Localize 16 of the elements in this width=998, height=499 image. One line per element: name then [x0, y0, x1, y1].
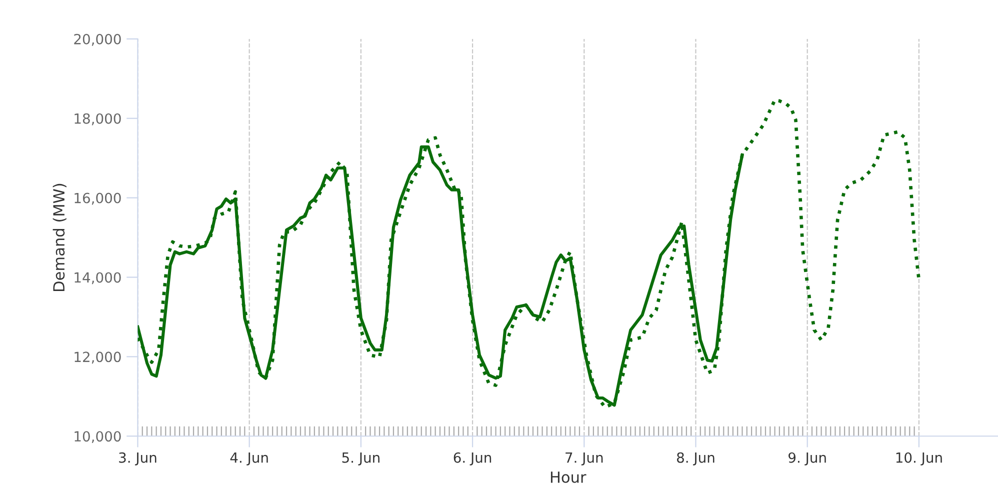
- x-axis-title: Hour: [550, 472, 586, 483]
- x-tick-label: 4. Jun: [230, 452, 268, 466]
- x-tick-label: 6. Jun: [454, 452, 492, 466]
- y-tick-label: 12,000: [74, 352, 121, 364]
- x-tick-label: 9. Jun: [788, 452, 826, 466]
- x-tick-label: 10. Jun: [896, 452, 942, 466]
- x-tick-label: 5. Jun: [342, 452, 380, 466]
- x-tick-label: 3. Jun: [119, 452, 156, 466]
- y-axis-title: Demand (MW): [52, 184, 66, 291]
- y-tick-label: 10,000: [74, 431, 121, 444]
- y-tick-label: 14,000: [74, 272, 121, 284]
- x-tick-label: 8. Jun: [677, 452, 714, 466]
- x-tick-label: 7. Jun: [566, 452, 603, 466]
- y-tick-label: 18,000: [74, 113, 121, 126]
- y-tick-label: 16,000: [74, 192, 121, 205]
- y-tick-label: 20,000: [74, 34, 121, 46]
